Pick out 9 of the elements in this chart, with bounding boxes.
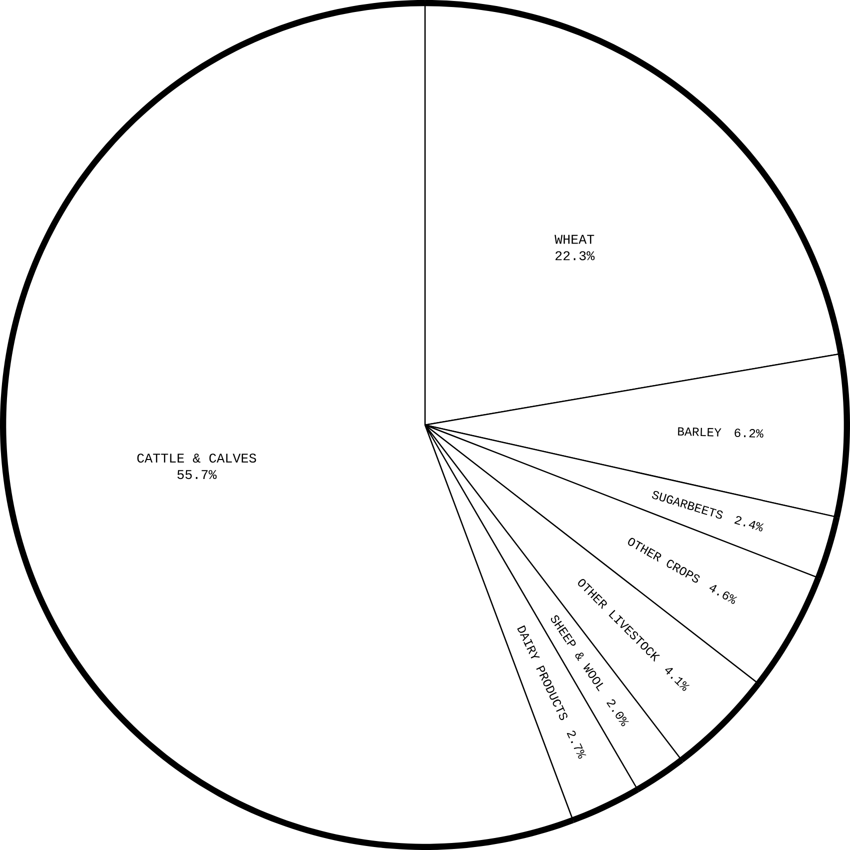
slice-label: WHEAT <box>554 234 594 244</box>
data-label: 6.2% <box>734 428 764 438</box>
data-label: 55.7% <box>177 470 217 480</box>
data-label: 4.6% <box>709 584 738 604</box>
data-label: 2.7% <box>566 730 586 759</box>
slice-label: CATTLE & CALVES <box>137 454 256 463</box>
data-label: 2.4% <box>734 516 764 532</box>
slice-label: BARLEY <box>678 427 722 436</box>
data-label: 22.3% <box>556 251 595 260</box>
